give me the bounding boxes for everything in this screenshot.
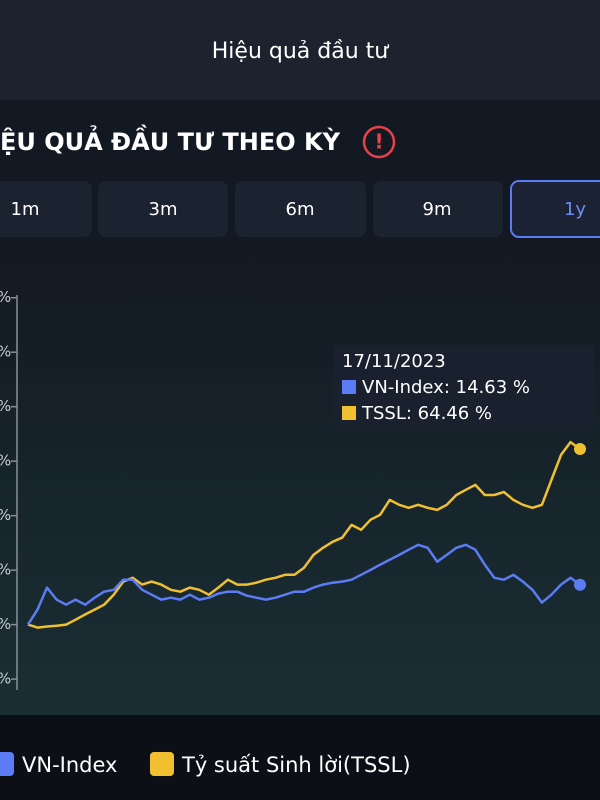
tab[interactable] xyxy=(510,180,600,238)
tabs: 1m 3m 6m 9m 1y xyxy=(0,180,600,238)
chart-background xyxy=(0,250,600,715)
tab-label[interactable]: 1m xyxy=(11,199,40,220)
tooltip-box xyxy=(333,345,595,429)
plot: %%%%%%%% xyxy=(0,288,586,688)
legend-swatch xyxy=(150,752,174,776)
tab-label[interactable]: 6m xyxy=(286,199,315,220)
info-icon-mark: ! xyxy=(374,130,383,154)
end-point xyxy=(574,443,586,456)
y-tick-label: % xyxy=(0,397,11,415)
header-title: Hiệu quả đầu tư xyxy=(212,39,390,64)
legend-area xyxy=(0,715,600,800)
tab-label[interactable]: 3m xyxy=(149,199,178,220)
tab[interactable] xyxy=(0,181,92,237)
legend-swatch xyxy=(0,752,14,776)
end-point xyxy=(574,578,586,591)
tab[interactable] xyxy=(98,181,228,237)
y-tick-label: % xyxy=(0,506,11,524)
legend-label: Tỷ suất Sinh lời(TSSL) xyxy=(181,753,411,777)
series-line xyxy=(27,440,581,629)
y-tick-label: % xyxy=(0,452,11,470)
series-line xyxy=(26,543,581,626)
y-tick-label: % xyxy=(0,288,11,306)
tab[interactable] xyxy=(235,181,366,237)
y-tick-label: % xyxy=(0,561,11,579)
section-title: ỆU QUẢ ĐẦU TƯ THEO KỲ xyxy=(0,123,341,156)
tab-label[interactable]: 1y xyxy=(564,199,586,220)
tooltip-swatch xyxy=(342,406,356,420)
y-tick-label: % xyxy=(0,615,11,633)
tooltip-date: 17/11/2023 xyxy=(342,351,446,372)
tab[interactable] xyxy=(373,181,503,237)
info-icon[interactable] xyxy=(362,125,396,159)
legend: VN-Index Tỷ suất Sinh lời(TSSL) xyxy=(0,752,411,777)
legend-label: VN-Index xyxy=(22,753,117,777)
y-tick-label: % xyxy=(0,670,11,688)
y-tick-label: % xyxy=(0,343,11,361)
tooltip-swatch xyxy=(342,380,356,394)
header-bar xyxy=(0,0,600,100)
tab-label[interactable]: 9m xyxy=(423,199,452,220)
tooltip-line: TSSL: 64.46 % xyxy=(361,403,492,424)
tooltip-line: VN-Index: 14.63 % xyxy=(362,377,530,398)
